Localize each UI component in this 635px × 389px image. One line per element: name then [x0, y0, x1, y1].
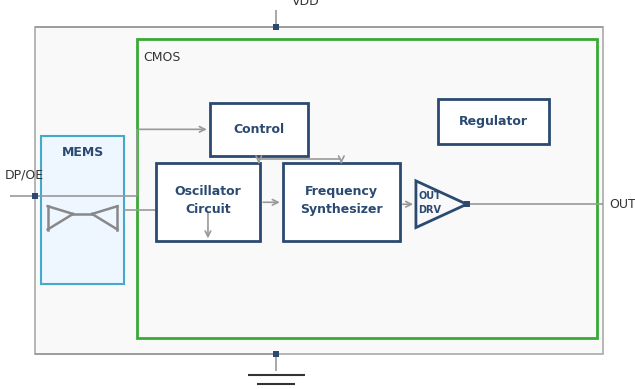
Bar: [210, 103, 308, 156]
Text: OUT: OUT: [418, 191, 441, 201]
Bar: [283, 163, 400, 241]
Text: MEMS: MEMS: [62, 146, 104, 159]
Bar: [41, 136, 124, 284]
Text: Regulator: Regulator: [459, 115, 528, 128]
Text: GND: GND: [295, 388, 324, 389]
Text: Oscillator: Oscillator: [175, 185, 241, 198]
Bar: [438, 99, 549, 144]
Text: CMOS: CMOS: [143, 51, 180, 63]
Text: DP/OE: DP/OE: [4, 168, 44, 182]
Text: VDD: VDD: [292, 0, 320, 9]
Bar: [35, 27, 603, 354]
Text: DRV: DRV: [418, 205, 441, 215]
Text: Circuit: Circuit: [185, 203, 231, 216]
Bar: [137, 39, 597, 338]
Text: Synthesizer: Synthesizer: [300, 203, 383, 216]
Bar: [156, 163, 260, 241]
Text: Frequency: Frequency: [305, 185, 378, 198]
Text: Control: Control: [233, 123, 284, 136]
Text: OUT: OUT: [610, 198, 635, 211]
